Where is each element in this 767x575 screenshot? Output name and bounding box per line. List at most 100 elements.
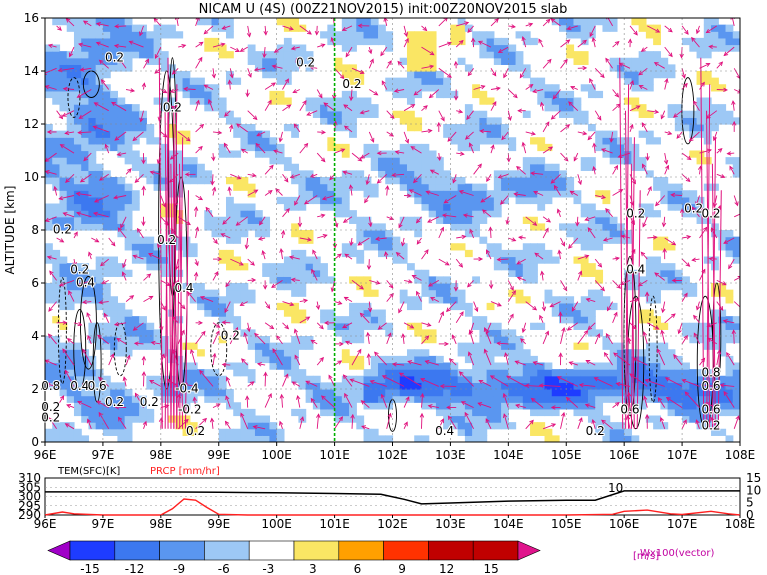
wind-vector-head [297,222,303,228]
shade-cell [81,296,90,304]
shade-cell [479,51,488,59]
wind-vector-head [271,283,276,288]
wind-vector-head [339,74,345,80]
updraft-vector [176,190,181,429]
shade-cell [421,389,430,397]
shade-cell [443,389,452,397]
wind-vector-head [370,137,375,143]
shade-cell [168,210,176,218]
shade-cell [515,177,524,185]
shade-cell [218,110,227,118]
wind-vector [539,315,544,323]
wind-vector-head [66,338,72,343]
shade-cell [276,302,285,311]
wind-vector-head [184,172,190,177]
wind-vector [48,301,57,312]
shade-cell [139,243,147,251]
wind-vector-head [670,313,676,318]
shade-cell [45,124,53,132]
shade-cell [580,236,589,244]
wind-vector-head [483,326,488,332]
wind-vector [604,352,613,366]
wind-vector-head [383,251,389,257]
contour-label: 0.2 [701,207,720,221]
wind-vector [525,23,533,27]
wind-vector-head [459,311,464,317]
shade-cell [392,163,401,171]
shade-cell [378,163,386,171]
wind-vector [733,301,740,308]
shade-cell [660,243,669,251]
shade-cell [616,64,625,72]
shade-cell [349,24,357,32]
shade-cell [160,269,169,277]
wind-vector-head [389,132,395,137]
shade-cell [95,90,104,99]
wind-vector-head [691,257,697,262]
shade-cell [682,283,690,291]
shade-cell [580,362,589,370]
shade-cell [674,389,683,397]
shade-cell [696,196,705,205]
shade-cell [522,249,531,258]
shade-cell [406,57,415,65]
shade-cell [479,342,488,350]
shade-cell [660,263,669,271]
wind-vector-head [407,360,413,365]
shade-cell [631,163,640,171]
wind-vector [56,237,64,243]
y-tick-label: 5 [746,496,754,510]
shade-cell [486,369,495,377]
shade-cell [479,422,488,430]
shade-cell [580,163,589,171]
wind-vector [295,58,301,69]
shade-cell [385,170,394,178]
shade-cell [247,137,256,145]
wind-vector-head [416,239,422,245]
shade-cell [117,210,126,218]
shade-cell [493,362,502,370]
wind-vector [641,122,648,133]
shade-cell [522,349,531,357]
wind-vector [571,301,579,312]
shade-cell [327,117,336,125]
shade-cell [559,309,567,317]
wind-vector-head [496,257,502,262]
shade-cell [486,190,495,198]
wind-vector-head [477,402,483,407]
wind-vector [143,83,145,90]
wind-vector-head [731,100,736,105]
wind-vector [69,46,75,57]
shade-cell [52,137,61,145]
wind-vector-head [376,179,382,184]
wind-vector [316,152,326,162]
wind-vector-head [545,121,550,127]
shade-cell [450,302,459,311]
wind-vector [463,214,474,218]
shade-cell [110,322,118,330]
wind-vector [342,322,353,328]
shade-cell [595,395,604,403]
wind-vector [316,25,318,35]
shade-cell [522,71,531,79]
wind-vector [45,359,57,366]
wind-vector [392,363,405,366]
shade-cell [725,355,734,364]
shade-cell [472,382,480,390]
shade-cell [312,190,321,198]
wind-vector-head [61,112,67,117]
shade-cell [602,389,611,397]
shade-cell [341,71,350,79]
shade-cell [602,375,611,383]
wind-vector [490,87,500,90]
shade-cell [233,130,242,138]
shade-cell [580,269,589,277]
wind-vector [695,419,700,429]
shade-cell [254,216,263,224]
shade-cell [457,143,466,152]
wind-vector [367,332,370,344]
shade-cell [146,51,155,59]
shade-cell [240,362,249,370]
shade-cell [645,349,654,357]
wind-vector-head [376,150,382,156]
